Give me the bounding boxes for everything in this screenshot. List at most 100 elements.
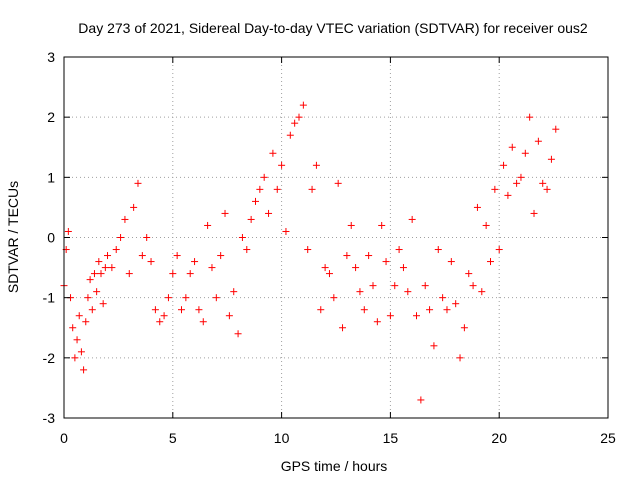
data-point: [460, 324, 468, 332]
data-point: [156, 318, 164, 326]
data-point: [334, 179, 342, 187]
data-point: [117, 234, 125, 241]
data-point: [265, 209, 273, 217]
data-point: [182, 294, 190, 302]
y-tick-label: -2: [43, 350, 56, 366]
y-tick-label: 1: [47, 169, 55, 185]
data-point: [508, 143, 516, 151]
data-point: [143, 234, 151, 241]
data-point: [173, 252, 181, 260]
data-point: [365, 252, 373, 260]
data-point: [160, 312, 168, 320]
data-point: [339, 324, 347, 332]
y-tick-label: 2: [47, 109, 55, 125]
data-point: [517, 173, 525, 181]
data-point: [225, 312, 233, 320]
data-point: [164, 294, 172, 302]
data-point: [125, 270, 133, 278]
data-point: [97, 270, 105, 278]
data-point: [325, 270, 333, 278]
data-point: [486, 258, 494, 266]
data-point: [478, 288, 486, 296]
data-point: [452, 300, 460, 308]
data-point: [352, 264, 360, 272]
data-point: [84, 294, 92, 302]
data-point: [169, 270, 177, 278]
data-point: [295, 113, 303, 121]
data-point: [243, 246, 251, 254]
data-point: [543, 185, 551, 193]
x-tick-label: 5: [169, 430, 177, 446]
data-point: [495, 246, 503, 254]
data-point: [88, 306, 96, 314]
data-point: [500, 161, 508, 169]
data-point: [247, 215, 255, 223]
data-point: [504, 191, 512, 199]
data-point: [82, 318, 90, 326]
data-point: [417, 396, 425, 404]
ticks: 0 5 10 15 20 25 -3 -2 -1 0 1 2 3: [43, 49, 616, 446]
data-point: [273, 185, 281, 193]
data-point: [256, 185, 264, 193]
y-axis-label: SDTVAR / TECUs: [5, 181, 21, 293]
data-point: [521, 149, 529, 157]
data-point: [191, 258, 199, 266]
data-point: [99, 300, 107, 308]
data-point: [469, 282, 477, 290]
y-tick-label: 0: [47, 230, 55, 246]
data-point: [395, 246, 403, 254]
data-point: [234, 330, 242, 338]
data-point: [186, 270, 194, 278]
data-point: [195, 306, 203, 314]
data-point: [369, 282, 377, 290]
data-point: [86, 276, 94, 284]
data-point: [539, 179, 547, 187]
data-point: [386, 312, 394, 320]
data-point: [291, 119, 299, 127]
data-point: [378, 221, 386, 229]
x-tick-label: 0: [60, 430, 68, 446]
data-point: [121, 215, 129, 223]
y-tick-label: 3: [47, 49, 55, 65]
data-point: [178, 306, 186, 314]
data-point: [230, 288, 238, 296]
data-point: [360, 306, 368, 314]
data-point: [251, 197, 259, 205]
data-point: [64, 227, 72, 235]
data-point: [238, 234, 246, 241]
data-point: [404, 288, 412, 296]
data-point: [278, 161, 286, 169]
data-point: [443, 306, 451, 314]
data-point: [330, 294, 338, 302]
data-point: [456, 354, 464, 362]
data-point: [282, 227, 290, 235]
data-point: [260, 173, 268, 181]
data-point: [426, 306, 434, 314]
data-point: [151, 306, 159, 314]
data-point: [101, 264, 109, 272]
data-point: [199, 318, 207, 326]
data-point: [373, 318, 381, 326]
data-point: [534, 137, 542, 145]
data-point: [104, 252, 112, 260]
data-point: [465, 270, 473, 278]
data-point: [312, 161, 320, 169]
data-point: [317, 306, 325, 314]
data-point: [75, 312, 83, 320]
data-point: [356, 288, 364, 296]
data-point: [547, 155, 555, 163]
data-point: [212, 294, 220, 302]
data-point: [308, 185, 316, 193]
data-point: [434, 246, 442, 254]
data-point: [108, 264, 116, 272]
data-point: [204, 221, 212, 229]
data-point: [491, 185, 499, 193]
data-point: [286, 131, 294, 139]
data-point: [71, 354, 79, 362]
data-point: [382, 258, 390, 266]
data-point: [513, 179, 521, 187]
data-point: [138, 252, 146, 260]
x-tick-label: 15: [383, 430, 399, 446]
data-point: [93, 288, 101, 296]
data-point: [80, 366, 88, 374]
